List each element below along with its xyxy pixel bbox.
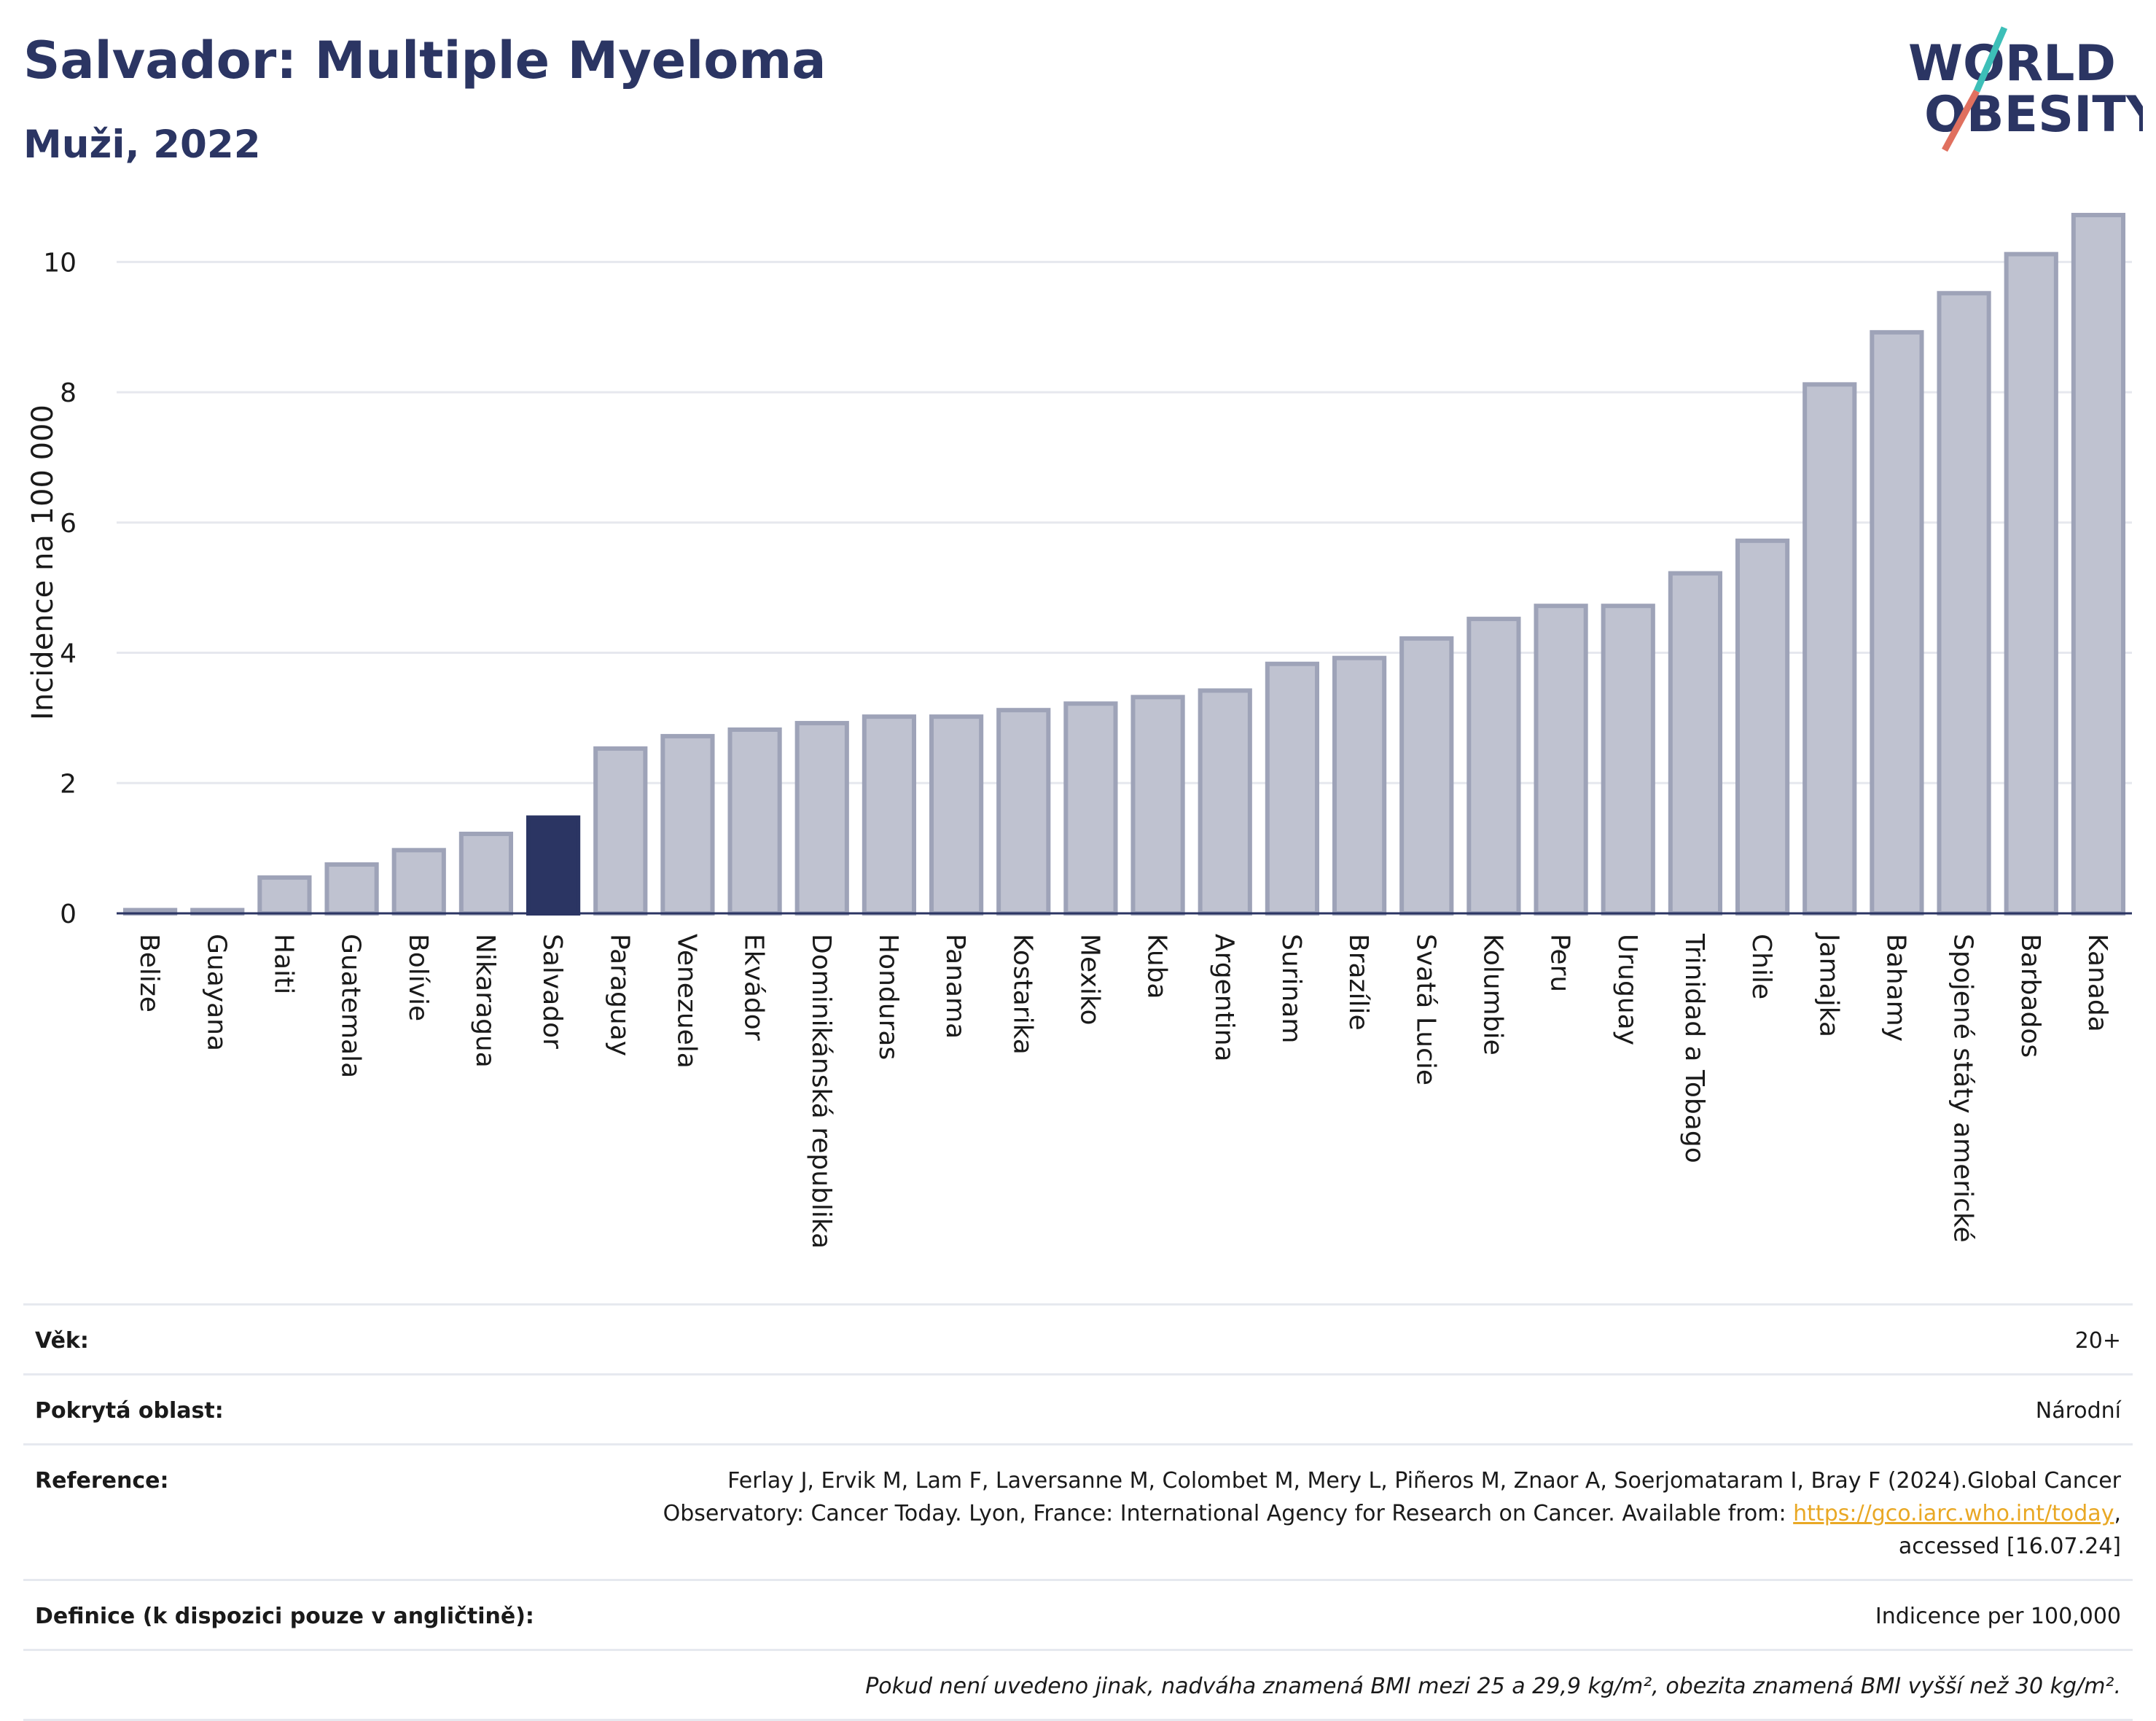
- x-tick-label: Salvador: [537, 934, 567, 1049]
- bar-trinidad-a-tobago: [1668, 571, 1723, 916]
- bar-dominikánská-republika: [794, 721, 849, 916]
- reference-text: Ferlay J, Ervik M, Lam F, Laversanne M, …: [663, 1468, 2121, 1526]
- bmi-note: Pokud není uvedeno jinak, nadváha znamen…: [865, 1674, 2121, 1699]
- bar-kolumbie: [1466, 617, 1521, 916]
- x-tick-label: Mexiko: [1074, 934, 1104, 1025]
- x-tick-label: Haiti: [268, 934, 298, 994]
- info-table: Věk: 20+ Pokrytá oblast: Národní Referen…: [23, 1303, 2133, 1721]
- bar-svatá-lucie: [1399, 636, 1454, 916]
- bar-chart: 0 2 4 6 8 10 Belize Guayana Haiti Guatemala Bolív…: [26, 213, 2132, 1249]
- bar-bahamy: [1870, 329, 1924, 916]
- x-tick-label: Kolumbie: [1477, 934, 1507, 1055]
- reference-link[interactable]: https://gco.iarc.who.int/today: [1793, 1501, 2114, 1526]
- age-label: Věk:: [35, 1328, 89, 1354]
- reference-value: Ferlay J, Ervik M, Lam F, Laversanne M, …: [605, 1464, 2121, 1563]
- x-tick-label: Dominikánská republika: [806, 934, 836, 1249]
- y-tick-label: 4: [60, 639, 77, 669]
- x-tick-label: Chile: [1746, 934, 1776, 999]
- bar-guatemala: [324, 862, 379, 916]
- logo-slash-top: [1973, 26, 2008, 93]
- x-tick-label: Honduras: [873, 934, 903, 1060]
- x-tick-label: Spojené státy americké: [1948, 934, 1978, 1243]
- bar-paraguay: [593, 746, 648, 916]
- x-tick-label: Jamajka: [1813, 932, 1843, 1037]
- bar-kostarika: [996, 708, 1051, 916]
- bar-bolívie: [391, 848, 446, 916]
- logo-slash-bottom: [1942, 89, 1980, 152]
- age-value: 20+: [2074, 1328, 2121, 1354]
- bar-barbados: [2004, 251, 2058, 916]
- x-tick-label: Barbados: [2015, 934, 2045, 1058]
- y-tick-label: 0: [60, 899, 77, 929]
- chart-subtitle: Muži, 2022: [23, 122, 261, 167]
- bar-panama: [929, 714, 984, 916]
- definition-label: Definice (k dispozici pouze v angličtině…: [35, 1604, 534, 1629]
- bar-jamajka: [1802, 382, 1857, 916]
- logo-text-world: WORLD: [1908, 35, 2116, 93]
- bar-peru: [1534, 604, 1588, 916]
- info-row-definition: Definice (k dispozici pouze v angličtině…: [23, 1579, 2133, 1649]
- bars: [122, 213, 2126, 916]
- x-tick-label: Nikaragua: [470, 934, 500, 1068]
- x-tick-label: Argentina: [1209, 934, 1239, 1062]
- info-row-area: Pokrytá oblast: Národní: [23, 1373, 2133, 1443]
- y-axis-label: Incidence na 100 000: [26, 405, 60, 720]
- area-value: Národní: [2035, 1398, 2121, 1424]
- x-tick-label: Guatemala: [336, 934, 366, 1078]
- bar-salvador: [526, 815, 581, 916]
- chart-title: Salvador: Multiple Myeloma: [23, 31, 827, 90]
- bar-uruguay: [1601, 604, 1655, 916]
- reference-accessed: , accessed [16.07.24]: [1898, 1501, 2121, 1559]
- bar-mexiko: [1063, 701, 1118, 916]
- x-tick-label: Bahamy: [1880, 934, 1910, 1042]
- bar-surinam: [1265, 661, 1320, 916]
- x-tick-label: Svatá Lucie: [1410, 934, 1440, 1085]
- bar-kanada: [2071, 213, 2126, 916]
- x-tick-label: Bolívie: [403, 934, 433, 1021]
- world-obesity-logo: WORLD OBESITY: [1908, 26, 2143, 152]
- bar-nikaragua: [458, 831, 514, 916]
- info-row-reference: Reference: Ferlay J, Ervik M, Lam F, Lav…: [23, 1443, 2133, 1579]
- x-axis-labels: Belize Guayana Haiti Guatemala Bolívie Nikara…: [134, 932, 2112, 1249]
- x-tick-label: Surinam: [1276, 934, 1306, 1043]
- bar-venezuela: [660, 733, 715, 916]
- y-tick-label: 2: [60, 769, 77, 799]
- x-tick-label: Panama: [940, 934, 970, 1039]
- reference-label: Reference:: [35, 1468, 169, 1494]
- x-tick-label: Peru: [1545, 934, 1575, 992]
- info-row-age: Věk: 20+: [23, 1303, 2133, 1373]
- x-tick-label: Kostarika: [1007, 934, 1037, 1055]
- bar-argentina: [1198, 688, 1252, 916]
- y-tick-label: 6: [60, 509, 77, 539]
- x-tick-label: Guayana: [201, 934, 231, 1051]
- y-axis-ticks: 0 2 4 6 8 10: [43, 248, 77, 929]
- y-tick-label: 10: [43, 248, 77, 278]
- x-tick-label: Trinidad a Tobago: [1679, 933, 1709, 1163]
- info-row-note: Pokud není uvedeno jinak, nadváha znamen…: [23, 1649, 2133, 1721]
- x-tick-label: Venezuela: [671, 934, 701, 1069]
- area-label: Pokrytá oblast:: [35, 1398, 224, 1424]
- y-tick-label: 8: [60, 378, 77, 408]
- x-tick-label: Kuba: [1142, 934, 1172, 999]
- x-tick-label: Paraguay: [604, 934, 634, 1056]
- grid-lines: [117, 260, 2132, 784]
- bar-chile: [1735, 538, 1790, 916]
- bar-honduras: [862, 714, 917, 916]
- bar-ekvádor: [727, 727, 782, 916]
- bar-haiti: [257, 875, 312, 916]
- bar-brazílie: [1332, 655, 1387, 916]
- x-tick-label: Uruguay: [1612, 934, 1642, 1045]
- x-tick-label: Belize: [134, 934, 164, 1012]
- x-tick-label: Ekvádor: [739, 934, 769, 1041]
- bar-kuba: [1130, 695, 1185, 916]
- definition-value: Indicence per 100,000: [1875, 1604, 2121, 1629]
- x-tick-label: Brazílie: [1343, 934, 1373, 1031]
- x-tick-label: Kanada: [2082, 934, 2112, 1032]
- bar-spojené-státy-americké: [1937, 291, 1991, 916]
